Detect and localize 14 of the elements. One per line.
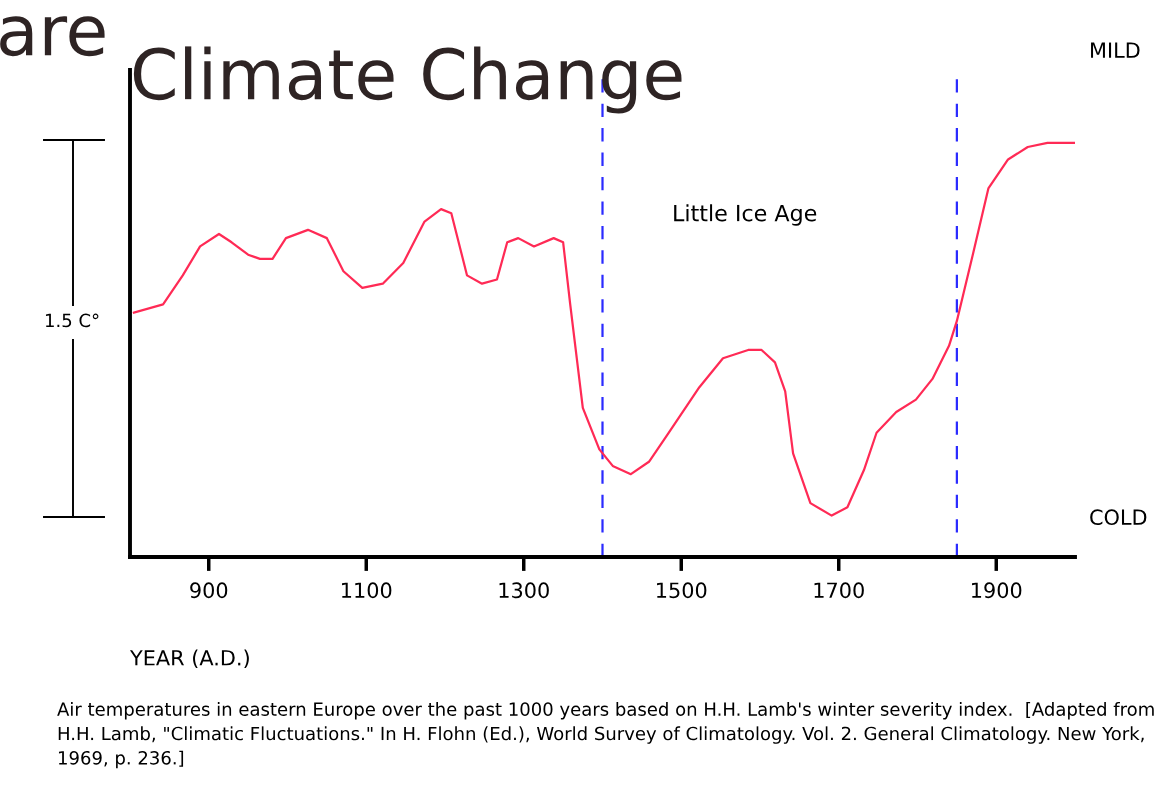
x-tick-label: 900 (190, 582, 228, 599)
x-tick-label: 1700 (814, 582, 864, 599)
text: MILD (1091, 42, 1140, 58)
annotation: Little Ice Age (674, 204, 817, 226)
text: COLD (1090, 509, 1147, 526)
chart-title: Climate Change (133, 46, 682, 114)
x-tick-label: 1900 (972, 582, 1022, 599)
x-tick-label: 1300 (499, 582, 549, 599)
text: are (0, 16, 105, 57)
x-tick-label: 1500 (657, 582, 707, 599)
x-tick-label: 1100 (342, 582, 392, 599)
x-axis-title: YEAR (A.D.) (129, 649, 249, 669)
text: 1.5 C° (45, 313, 99, 328)
text: Air temperatures in eastern Europe over the past 1000 years based on H.H. Lamb's winter severity index. [Adapted from H.H. Lamb, "Climatic Fluctuations." In H. Flohn (Ed.), World Survey of Climatology. Vol. 2. General Climatology. New York, 1969, p. 236.] (57, 702, 1154, 769)
